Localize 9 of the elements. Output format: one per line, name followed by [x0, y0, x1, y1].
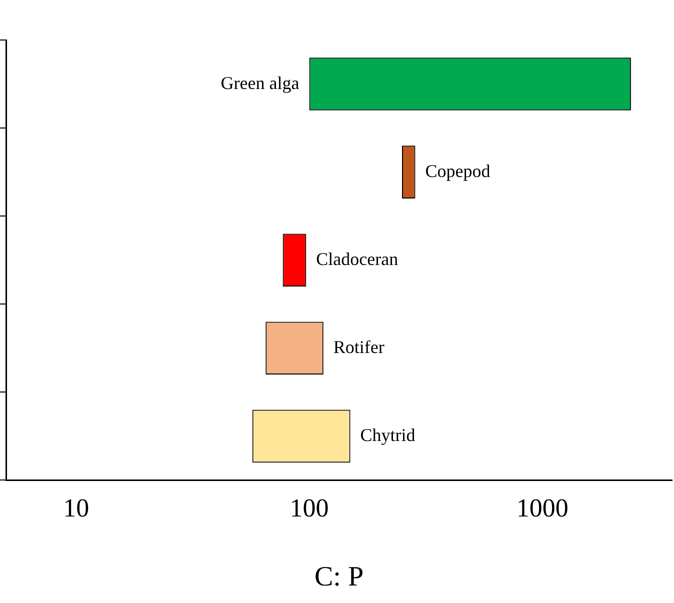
y-tick-label: Copepod: [425, 160, 490, 181]
y-tick-label: Chytrid: [360, 424, 416, 445]
y-tick-label: Cladoceran: [316, 248, 398, 269]
y-tick-label: Green alga: [220, 72, 300, 93]
x-tick-label: 100: [290, 494, 329, 523]
x-axis-title: C: P: [314, 562, 364, 593]
x-tick-label: 10: [63, 494, 90, 523]
x-tick-label: 1000: [516, 494, 568, 523]
y-tick-label: Rotifer: [333, 336, 384, 357]
